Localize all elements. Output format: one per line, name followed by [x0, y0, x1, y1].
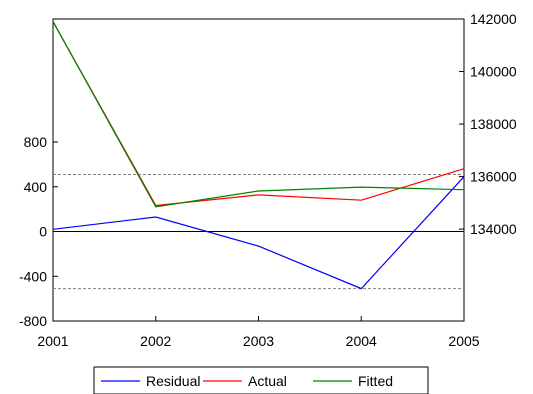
- x-tick-label: 2004: [346, 333, 377, 349]
- left-tick-label: -400: [19, 268, 47, 284]
- left-tick-label: 0: [39, 224, 47, 240]
- plot-area: [52, 18, 465, 322]
- right-tick-label: 134000: [470, 221, 517, 237]
- legend-label-fitted: Fitted: [358, 373, 393, 389]
- reference-lines: [53, 173, 464, 290]
- x-tick-label: 2002: [140, 333, 171, 349]
- right-tick-label: 140000: [470, 64, 517, 80]
- right-tick-label: 136000: [470, 169, 517, 185]
- x-tick-label: 2005: [448, 333, 479, 349]
- legend-label-residual: Residual: [146, 373, 200, 389]
- x-axis: 2001 2002 2003 2004 2005: [37, 316, 480, 349]
- left-tick-label: -800: [19, 313, 47, 329]
- right-tick-label: 138000: [470, 116, 517, 132]
- left-tick-label: 400: [24, 179, 48, 195]
- legend: Residual Actual Fitted: [101, 373, 393, 389]
- series-line-fitted: [52, 21, 465, 208]
- x-tick-label: 2001: [37, 333, 68, 349]
- series-line-residual: [52, 176, 465, 290]
- x-tick-label: 2003: [243, 333, 274, 349]
- right-axis: 142000 140000 138000 136000 134000: [459, 11, 517, 237]
- series-lines: [52, 21, 465, 290]
- left-axis: 800 400 0 -400 -800: [19, 134, 58, 329]
- legend-label-actual: Actual: [248, 373, 287, 389]
- right-tick-label: 142000: [470, 11, 517, 27]
- left-tick-label: 800: [24, 134, 48, 150]
- legend-box: [93, 366, 429, 394]
